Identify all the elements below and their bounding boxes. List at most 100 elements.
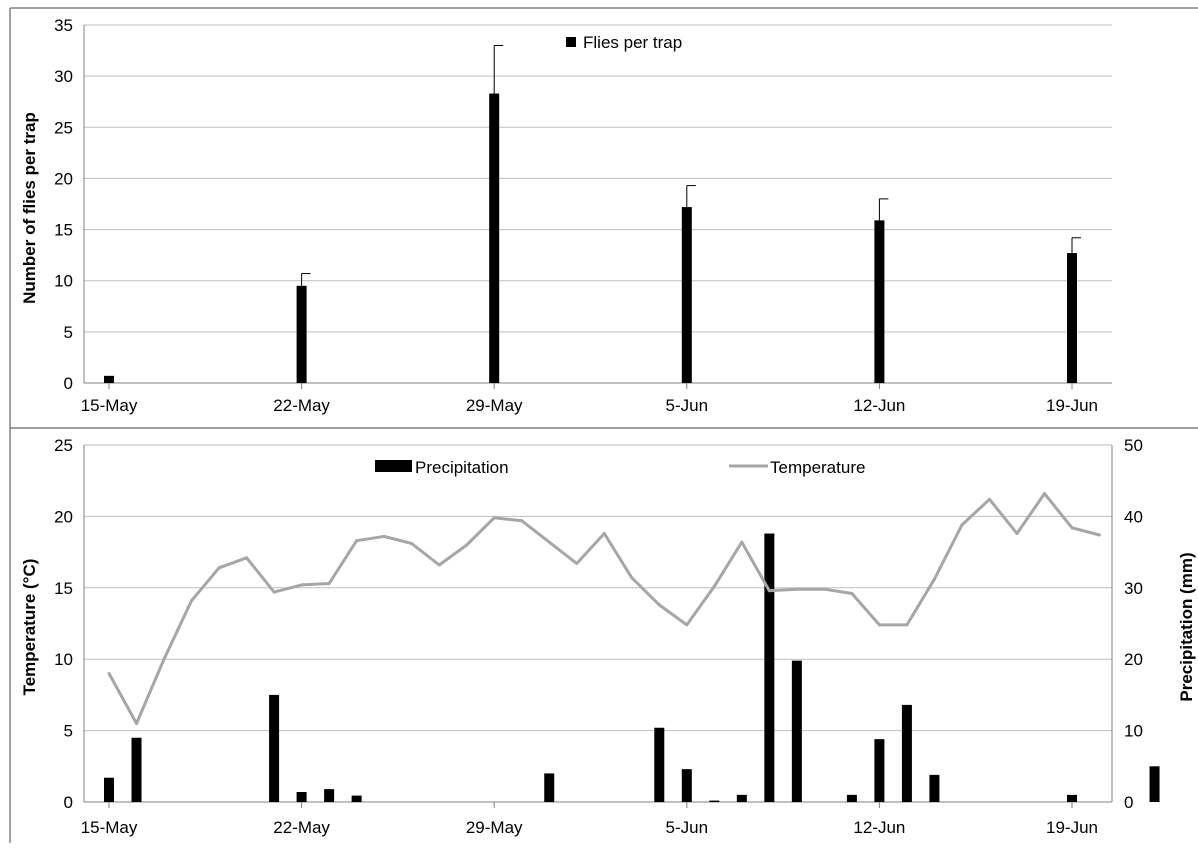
precip-bar-8-jun: [764, 533, 775, 802]
precip-bar-12-jun: [874, 739, 885, 802]
temp-point-11-jun: [850, 592, 854, 596]
precip-bar-31-may: [544, 773, 555, 802]
y2-tick-10: 10: [1124, 722, 1143, 741]
precip-bar-19-jun: [1067, 794, 1077, 802]
y2-tick-50: 50: [1124, 436, 1143, 455]
y2-tick-0: 0: [1124, 793, 1133, 812]
flies-chart: 0 5 10 15 20 25 30 35 15-May 22-May 29-May 5-Jun 12…: [20, 16, 1112, 415]
precip-bar-7-jun: [736, 794, 747, 802]
legend-label-precipitation: Precipitation: [415, 458, 509, 477]
temp-point-20-may: [245, 556, 249, 560]
bar-19-jun: [1067, 253, 1077, 383]
temp-point-15-may: [107, 671, 111, 675]
bar-22-may: [296, 285, 307, 383]
temp-point-8-jun: [767, 589, 771, 593]
weather-chart-temperature-line: [107, 492, 1102, 725]
flies-chart-y-ticks: 0 5 10 15 20 25 30 35: [54, 16, 73, 393]
temp-point-20-jun: [1098, 533, 1102, 537]
temp-point-6-jun: [712, 584, 716, 588]
x-tick-22-may: 22-May: [273, 396, 330, 415]
bar-29-may: [489, 93, 500, 383]
bar-12-jun: [874, 220, 885, 383]
precip-bar-6-jun: [709, 800, 720, 802]
y-tick-15: 15: [54, 579, 73, 598]
temp-point-24-may: [355, 539, 359, 543]
temp-point-15-jun: [960, 523, 964, 527]
temp-point-3-jun: [630, 576, 634, 580]
weather-chart-left-y-axis-title: Temperature (°C): [20, 559, 39, 696]
x-tick-12-jun: 12-Jun: [853, 396, 905, 415]
weather-chart-grid: [83, 444, 1113, 808]
temp-point-18-may: [190, 599, 194, 603]
x-tick-15-may: 15-May: [81, 818, 138, 837]
precip-bar-13-jun: [901, 704, 912, 802]
temperature-series-line: [107, 492, 1100, 725]
y2-tick-40: 40: [1124, 507, 1143, 526]
temp-point-26-may: [410, 542, 414, 546]
y-tick-25: 25: [54, 436, 73, 455]
weather-chart-right-y-ticks: 0 10 20 30 40 50: [1124, 436, 1143, 812]
temp-point-27-may: [437, 563, 441, 567]
temp-point-19-jun: [1070, 526, 1074, 530]
x-tick-19-jun: 19-Jun: [1046, 818, 1098, 837]
temp-point-30-may: [520, 519, 524, 523]
temp-point-29-may: [492, 516, 496, 520]
y2-tick-30: 30: [1124, 579, 1143, 598]
weather-chart-right-y-axis-title: Precipitation (mm): [1177, 552, 1196, 701]
temp-point-1-jun: [575, 562, 579, 566]
x-tick-5-jun: 5-Jun: [666, 396, 709, 415]
x-tick-22-may: 22-May: [273, 818, 330, 837]
flies-chart-grid: [83, 24, 1112, 389]
y-tick-5: 5: [64, 722, 73, 741]
flies-chart-y-axis-title: Number of flies per trap: [20, 112, 39, 304]
weather-chart-x-ticks: 15-May 22-May 29-May 5-Jun 12-Jun 19-Jun: [81, 818, 1098, 837]
x-tick-19-jun: 19-Jun: [1046, 396, 1098, 415]
temp-point-31-may: [547, 540, 551, 544]
temp-point-10-jun: [822, 587, 826, 591]
weather-chart: 0 5 10 15 20 25 0 10 20 30 40 50 15-May 22-May 29-Ma…: [20, 436, 1196, 837]
precip-bar-4-jun: [654, 727, 665, 802]
temp-point-16-jun: [987, 497, 991, 501]
temp-point-5-jun: [685, 623, 689, 627]
precip-bar-11-jun: [846, 794, 857, 802]
temp-point-17-may: [162, 657, 166, 661]
temp-point-25-may: [382, 534, 386, 538]
temp-point-19-may: [217, 566, 221, 570]
temp-point-17-jun: [1015, 532, 1019, 536]
temp-point-21-may: [272, 590, 276, 594]
x-tick-5-jun: 5-Jun: [666, 818, 709, 837]
temp-point-12-jun: [877, 623, 881, 627]
temp-point-14-jun: [932, 577, 936, 581]
temp-point-2-jun: [602, 532, 606, 536]
temp-point-4-jun: [657, 603, 661, 607]
legend-label-flies-per-trap: Flies per trap: [583, 33, 682, 52]
x-tick-29-may: 29-May: [466, 396, 523, 415]
bar-15-may: [104, 375, 114, 383]
y-tick-35: 35: [54, 16, 73, 35]
precip-bar-24-may: [351, 795, 362, 802]
y-tick-30: 30: [54, 67, 73, 86]
y-tick-15: 15: [54, 221, 73, 240]
precip-bar-15-may: [104, 777, 114, 802]
temp-point-7-jun: [740, 540, 744, 544]
precip-bar-22-may: [296, 792, 307, 802]
weather-chart-precipitation-bars: [104, 533, 1160, 802]
precip-bar-23-may: [324, 789, 335, 802]
y2-tick-20: 20: [1124, 650, 1143, 669]
flies-chart-bars: [104, 44, 1081, 383]
flies-chart-legend: Flies per trap: [566, 33, 682, 52]
x-tick-12-jun: 12-Jun: [853, 818, 905, 837]
weather-chart-left-y-ticks: 0 5 10 15 20 25: [54, 436, 73, 812]
temp-point-28-may: [465, 543, 469, 547]
y-tick-20: 20: [54, 169, 73, 188]
x-tick-29-may: 29-May: [466, 818, 523, 837]
y-tick-0: 0: [64, 374, 73, 393]
precip-bar-21-may: [269, 694, 280, 802]
precip-bar-22-jun: [1149, 766, 1160, 802]
precip-bar-5-jun: [681, 769, 692, 802]
temp-point-18-jun: [1042, 492, 1046, 496]
precip-bar-14-jun: [929, 774, 940, 802]
weather-chart-legend: Precipitation Temperature: [375, 458, 865, 477]
